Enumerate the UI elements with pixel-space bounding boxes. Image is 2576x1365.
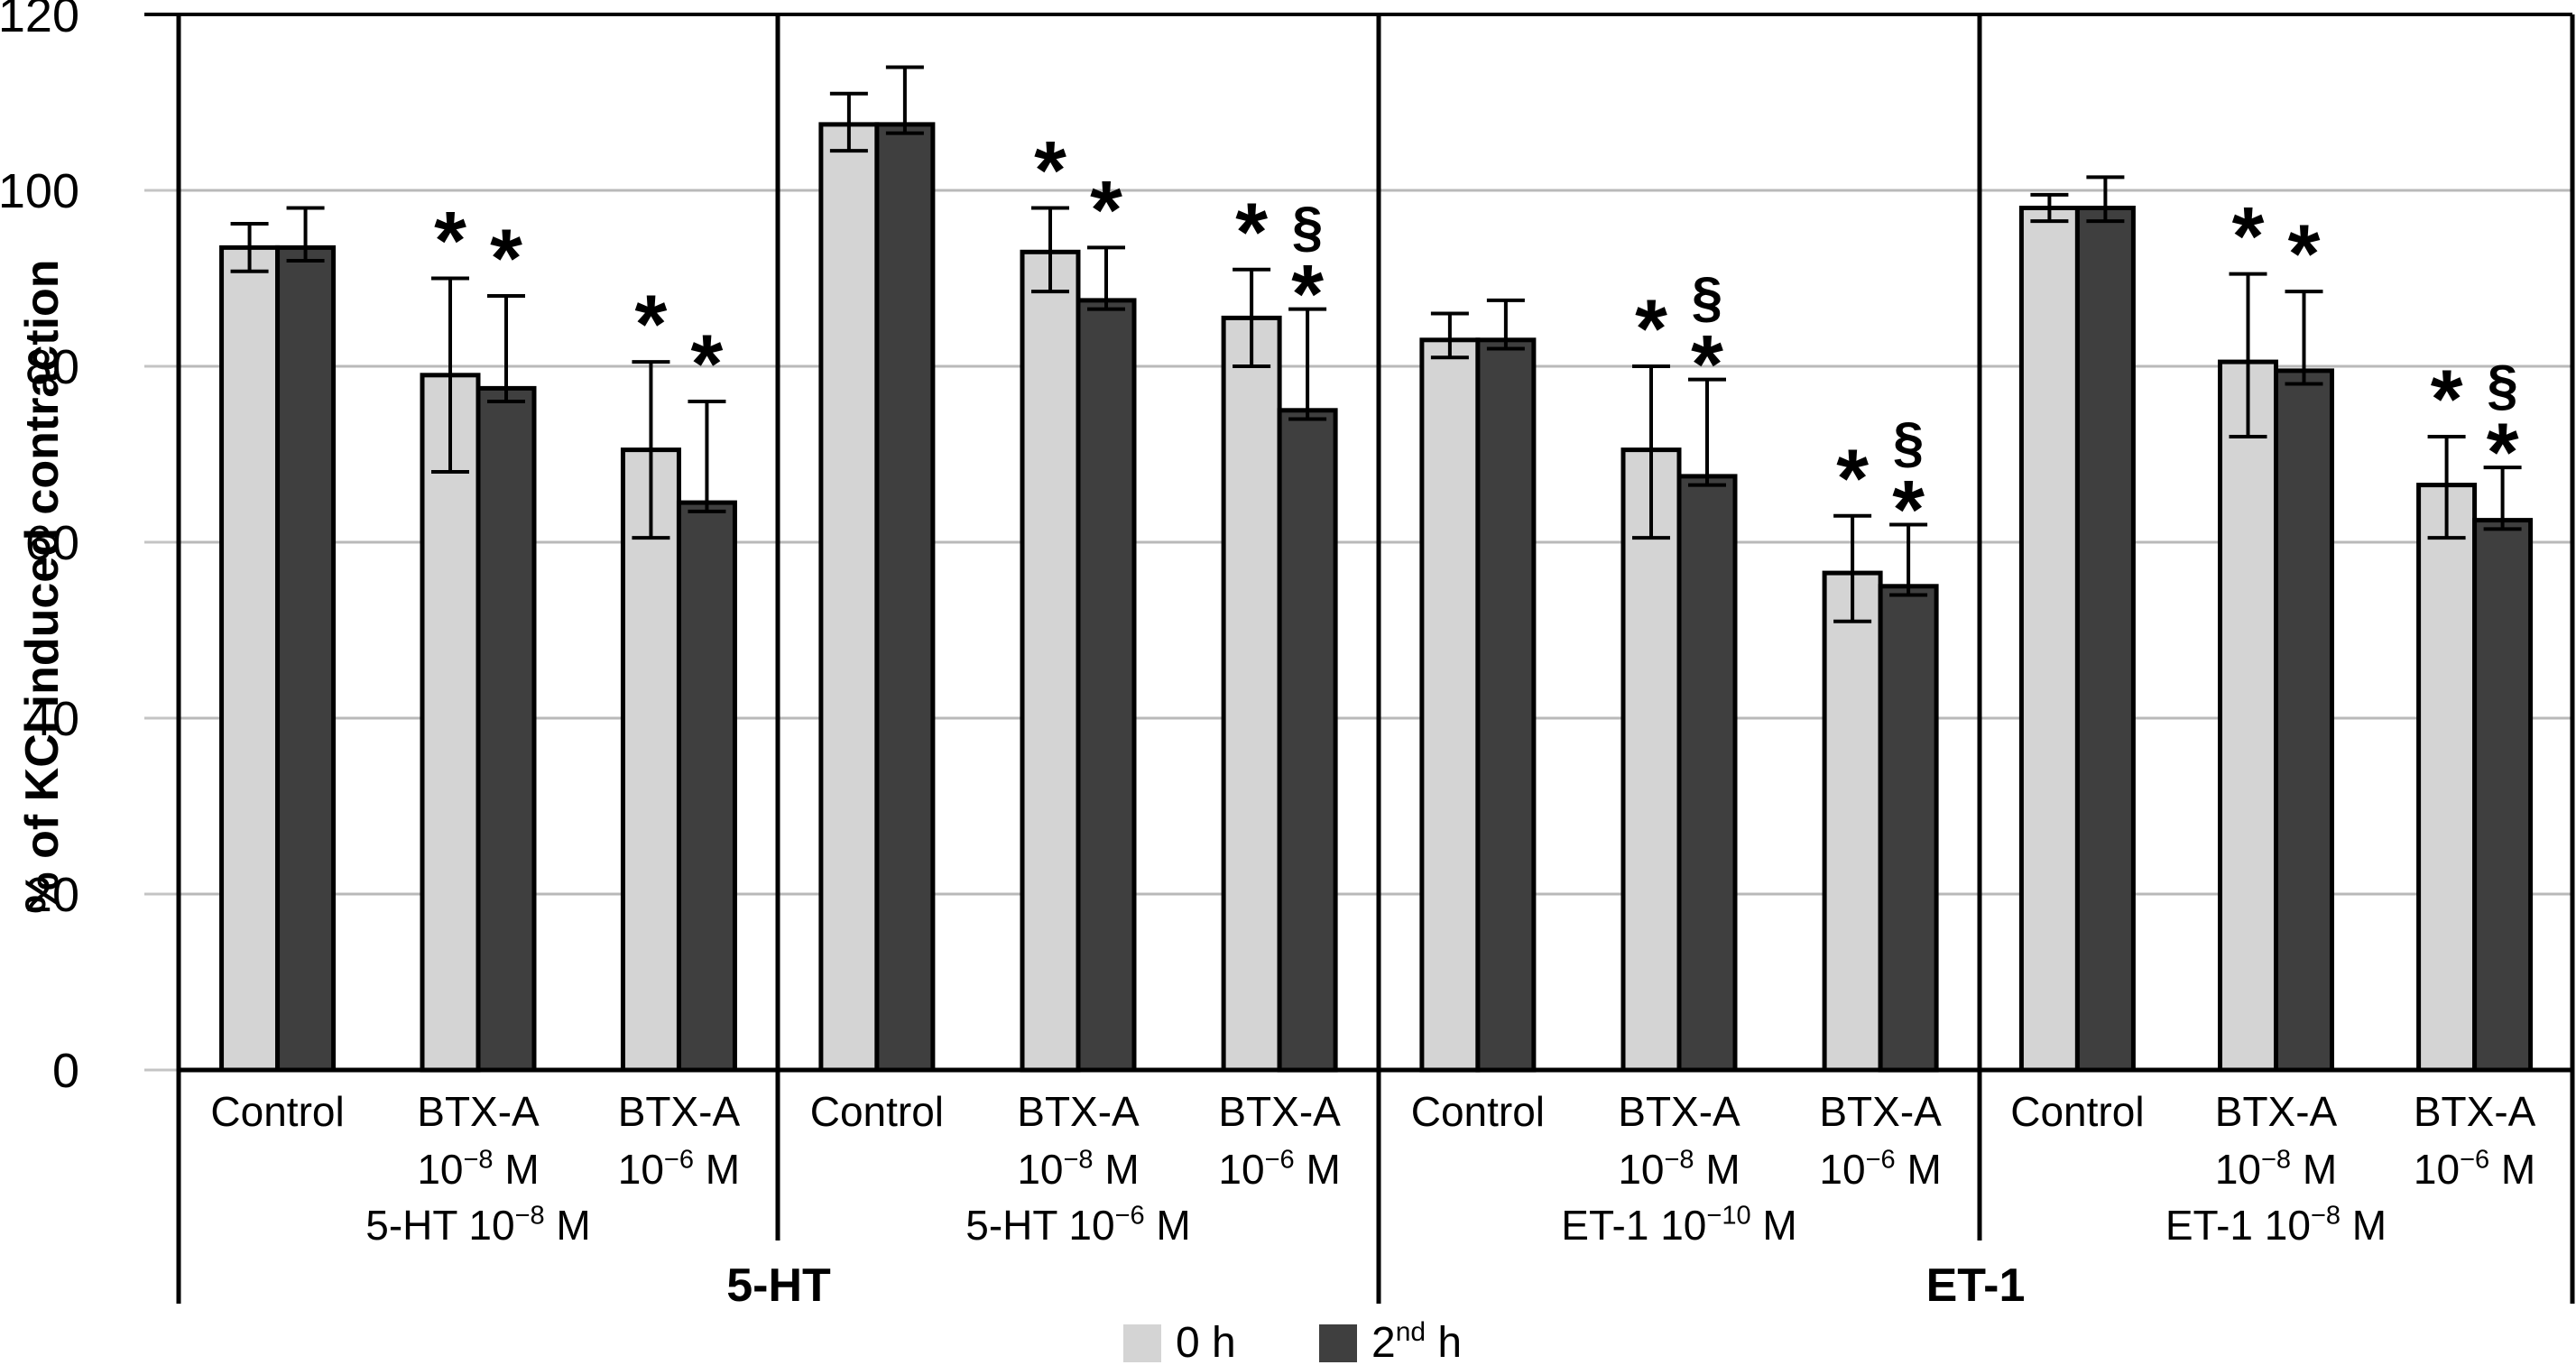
group-label: Control <box>2010 1088 2144 1135</box>
group-label: BTX-A <box>2215 1088 2338 1135</box>
bar-2nd-h <box>475 385 537 1073</box>
bar-2nd-h <box>2074 206 2136 1073</box>
bar-0h <box>2018 206 2080 1073</box>
group-label: BTX-A <box>417 1088 540 1135</box>
group-label: Control <box>1411 1088 1545 1135</box>
bar-0h <box>620 447 681 1073</box>
y-tick-label-100: 100 <box>0 164 79 218</box>
significance-star: * <box>434 196 466 288</box>
group-label: BTX-A <box>1819 1088 1942 1135</box>
y-tick-label-80: 80 <box>25 340 79 394</box>
bar-2nd-h <box>2472 518 2534 1073</box>
group-label: Control <box>810 1088 944 1135</box>
significance-star: * <box>2487 407 2519 499</box>
group-label-line2: 10−6 M <box>618 1146 740 1194</box>
significance-star: * <box>691 318 724 410</box>
bar-2nd-h <box>1878 584 1939 1073</box>
legend-swatch-0h <box>1123 1324 1161 1362</box>
group-label: BTX-A <box>618 1088 741 1135</box>
significance-section-mark: § <box>1292 197 1323 259</box>
significance-star: * <box>2232 191 2265 283</box>
group-label-line2: 10−6 M <box>1218 1146 1340 1194</box>
significance-star: * <box>1034 125 1066 217</box>
axes-layer <box>144 13 2575 1304</box>
treatment-label: ET-1 10−8 M <box>2165 1202 2387 1250</box>
section-label-5-HT: 5-HT <box>726 1259 831 1312</box>
significance-star: * <box>2431 354 2463 446</box>
y-axis-title: % of KCl induced contraction <box>16 259 69 913</box>
significance-star: * <box>1291 249 1324 341</box>
significance-star: * <box>1235 187 1268 279</box>
group-label-line2: 10−8 M <box>1618 1146 1740 1194</box>
legend-swatch-2nd-h <box>1319 1324 1357 1362</box>
y-tick-label-40: 40 <box>25 692 79 746</box>
significance-star: * <box>1090 164 1122 256</box>
bars-layer: * ** ** * **§* *§* *§* ***§ <box>219 65 2534 1073</box>
significance-star: * <box>635 279 668 371</box>
bar-0h <box>1020 249 1081 1073</box>
legend-label-0h: 0 h <box>1176 1319 1236 1365</box>
group-label-line2: 10−6 M <box>1819 1146 1941 1194</box>
bar-0h <box>219 244 281 1073</box>
group-label-line2: 10−6 M <box>2414 1146 2535 1194</box>
treatment-label: 5-HT 10−6 M <box>965 1202 1191 1250</box>
bar-2nd-h <box>1076 298 1137 1073</box>
bar-2nd-h <box>874 122 936 1073</box>
group-label: Control <box>210 1088 344 1135</box>
bar-0h <box>2416 483 2478 1073</box>
significance-star: * <box>1892 465 1925 557</box>
y-tick-label-120: 120 <box>0 0 79 42</box>
significance-star: * <box>1691 319 1723 411</box>
significance-star: * <box>490 213 522 305</box>
treatment-label: 5-HT 10−8 M <box>365 1202 591 1250</box>
significance-section-mark: § <box>2487 355 2517 417</box>
bar-2nd-h <box>1277 408 1338 1073</box>
group-label: BTX-A <box>1618 1088 1740 1135</box>
significance-star: * <box>2288 208 2321 300</box>
legend-label-2nd-h: 2nd h <box>1371 1317 1462 1365</box>
bar-0h <box>818 122 880 1073</box>
significance-section-mark: § <box>1893 412 1924 475</box>
bar-0h <box>420 373 481 1073</box>
bar-2nd-h <box>2274 368 2334 1073</box>
group-label: BTX-A <box>1218 1088 1341 1135</box>
group-label-line2: 10−8 M <box>417 1146 539 1194</box>
bar-2nd-h <box>676 500 737 1073</box>
group-label-line2: 10−8 M <box>1017 1146 1139 1194</box>
significance-section-mark: § <box>1692 267 1722 329</box>
bar-2nd-h <box>1676 474 1738 1073</box>
y-tick-label-0: 0 <box>52 1044 79 1098</box>
significance-star: * <box>1836 433 1869 525</box>
grid-layer <box>144 13 2572 1072</box>
group-label: BTX-A <box>2414 1088 2536 1135</box>
bar-2nd-h <box>1475 337 1537 1073</box>
bar-0h <box>2218 359 2278 1073</box>
bar-0h <box>1419 337 1481 1073</box>
bar-2nd-h <box>275 244 337 1073</box>
treatment-label: ET-1 10−10 M <box>1561 1202 1796 1250</box>
section-label-ET-1: ET-1 <box>1926 1259 2026 1312</box>
legend: 0 h 2nd h <box>1123 1317 1462 1365</box>
bar-0h <box>1221 315 1282 1073</box>
bar-0h <box>1822 570 1883 1073</box>
group-label-line2: 10−8 M <box>2215 1146 2337 1194</box>
group-label: BTX-A <box>1017 1088 1140 1135</box>
y-tick-label-20: 20 <box>25 868 79 922</box>
bar-0h <box>1620 447 1682 1073</box>
y-tick-label-60: 60 <box>25 516 79 570</box>
significance-star: * <box>1635 283 1667 375</box>
labels-layer: 0 20 40 60 80 100 120 Control BTX-A 10−8 M BTX-A 10… <box>0 0 2536 1312</box>
